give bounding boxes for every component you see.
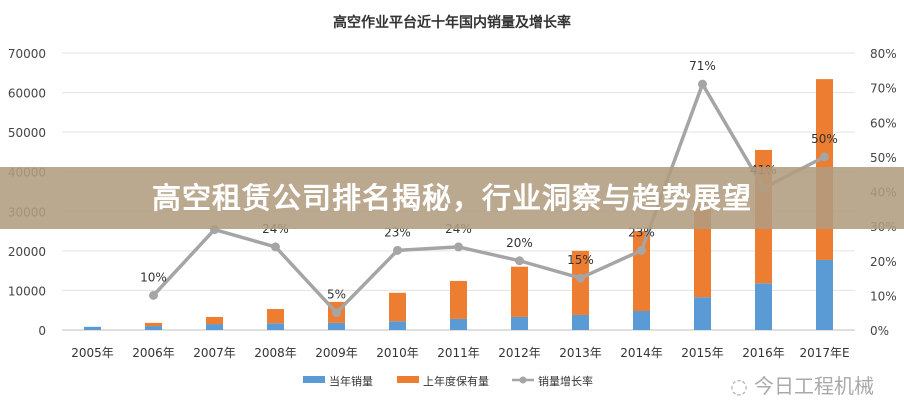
bar-当年销量 <box>267 323 284 330</box>
data-label: 15% <box>567 253 594 267</box>
bar-当年销量 <box>450 318 467 330</box>
x-axis-tick: 2009年 <box>315 346 358 360</box>
x-axis-tick: 2012年 <box>498 346 541 360</box>
legend-label: 上年度保有量 <box>423 374 489 388</box>
legend-swatch <box>397 376 419 383</box>
left-axis-tick: 10000 <box>8 284 46 298</box>
bar-当年销量 <box>694 297 711 330</box>
left-axis-tick: 60000 <box>8 87 46 101</box>
data-label: 10% <box>140 270 167 284</box>
legend-swatch <box>303 376 325 383</box>
data-label: 5% <box>327 288 346 302</box>
x-axis-tick: 2005年 <box>71 346 114 360</box>
x-axis-tick: 2008年 <box>254 346 297 360</box>
legend-label: 当年销量 <box>329 374 373 388</box>
right-axis-tick: 0% <box>870 324 889 338</box>
line-point <box>332 308 341 318</box>
line-point <box>149 290 158 300</box>
left-axis-tick: 20000 <box>8 245 46 259</box>
x-axis-tick: 2016年 <box>742 346 785 360</box>
x-axis-tick: 2010年 <box>376 346 419 360</box>
right-axis-tick: 60% <box>870 116 897 130</box>
bar-当年销量 <box>206 324 223 330</box>
title-banner: 高空租赁公司排名揭秘，行业洞察与趋势展望 <box>0 167 904 229</box>
data-label: 20% <box>506 236 533 250</box>
bar-上年度保有量 <box>206 316 223 325</box>
data-label: 50% <box>811 132 838 146</box>
bar-当年销量 <box>572 314 589 330</box>
line-point <box>271 242 280 252</box>
x-axis-tick: 2013年 <box>559 346 602 360</box>
bar-上年度保有量 <box>694 207 711 298</box>
x-axis-tick: 2007年 <box>193 346 236 360</box>
bar-上年度保有量 <box>389 292 406 322</box>
x-axis-tick: 2006年 <box>132 346 175 360</box>
bar-当年销量 <box>328 322 345 330</box>
wechat-icon: ◌ <box>730 374 754 398</box>
bar-当年销量 <box>145 326 162 330</box>
bar-上年度保有量 <box>572 250 589 315</box>
left-axis-tick: 0 <box>38 324 46 338</box>
bar-当年销量 <box>633 311 650 330</box>
left-axis-tick: 50000 <box>8 126 46 140</box>
watermark-text: 今日工程机械 <box>754 374 874 398</box>
bar-上年度保有量 <box>633 231 650 312</box>
bar-上年度保有量 <box>450 280 467 319</box>
line-point <box>576 273 585 283</box>
right-axis-tick: 20% <box>870 255 897 269</box>
left-axis-tick: 70000 <box>8 47 46 61</box>
x-axis-tick: 2015年 <box>681 346 724 360</box>
right-axis-tick: 50% <box>870 151 897 165</box>
x-axis-tick: 2017年E <box>799 346 849 360</box>
bar-当年销量 <box>511 316 528 330</box>
right-axis-tick: 70% <box>870 82 897 96</box>
data-label: 71% <box>689 59 716 73</box>
watermark: ◌ 今日工程机械 <box>730 374 874 398</box>
line-point <box>454 242 463 252</box>
x-axis-tick: 2014年 <box>620 346 663 360</box>
bar-当年销量 <box>755 283 772 330</box>
legend-marker <box>519 376 527 384</box>
banner-text: 高空租赁公司排名揭秘，行业洞察与趋势展望 <box>151 181 752 215</box>
line-point <box>698 79 707 89</box>
right-axis-tick: 80% <box>870 47 897 61</box>
line-point <box>820 152 829 162</box>
line-销量增长率 <box>152 82 826 315</box>
line-point <box>637 245 646 255</box>
bar-当年销量 <box>816 259 833 330</box>
line-point <box>393 245 402 255</box>
chart-title: 高空作业平台近十年国内销量及增长率 <box>333 14 571 31</box>
legend-label: 销量增长率 <box>538 374 593 388</box>
bar-当年销量 <box>84 326 101 330</box>
line-point <box>515 256 524 266</box>
right-axis-tick: 10% <box>870 289 897 303</box>
bar-上年度保有量 <box>267 309 284 324</box>
x-axis-tick: 2011年 <box>437 346 480 360</box>
bar-上年度保有量 <box>511 266 528 317</box>
bar-当年销量 <box>389 321 406 330</box>
bar-上年度保有量 <box>145 322 162 327</box>
